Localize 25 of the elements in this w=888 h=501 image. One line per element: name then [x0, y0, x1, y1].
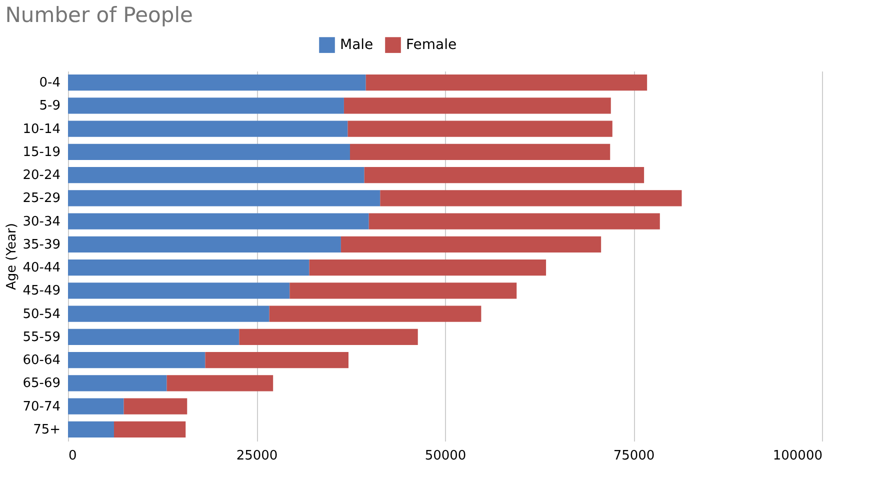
- y-tick-label: 70-74: [22, 399, 60, 414]
- y-tick-label: 55-59: [22, 330, 60, 345]
- y-tick-label: 60-64: [22, 353, 60, 368]
- x-tick-label: 0: [68, 448, 77, 464]
- y-tick-label: 0-4: [39, 76, 60, 91]
- y-tick-label: 10-14: [22, 122, 60, 137]
- y-tick-label: 5-9: [39, 98, 60, 114]
- x-tick-label: 75000: [613, 448, 655, 464]
- y-tick-label: 25-29: [22, 191, 60, 206]
- y-tick-label: 50-54: [22, 306, 60, 322]
- x-tick-label: 25000: [236, 448, 278, 464]
- y-tick-label: 35-39: [22, 237, 60, 252]
- x-tick-label: 50000: [424, 448, 466, 464]
- y-tick-label: 20-24: [22, 168, 60, 184]
- y-tick-label: 65-69: [22, 376, 60, 392]
- legend-label: Male: [340, 37, 374, 54]
- legend-label: Female: [406, 37, 457, 54]
- y-tick-label: 30-34: [22, 214, 60, 230]
- y-tick-label: 45-49: [22, 284, 60, 299]
- chart-title: Number of People: [5, 3, 193, 27]
- y-axis-title: Age (Year): [4, 223, 20, 290]
- y-tick-label: 15-19: [22, 144, 60, 160]
- y-tick-label: 75+: [33, 422, 60, 438]
- x-tick-label: 100000: [772, 448, 822, 464]
- y-tick-label: 40-44: [22, 260, 60, 276]
